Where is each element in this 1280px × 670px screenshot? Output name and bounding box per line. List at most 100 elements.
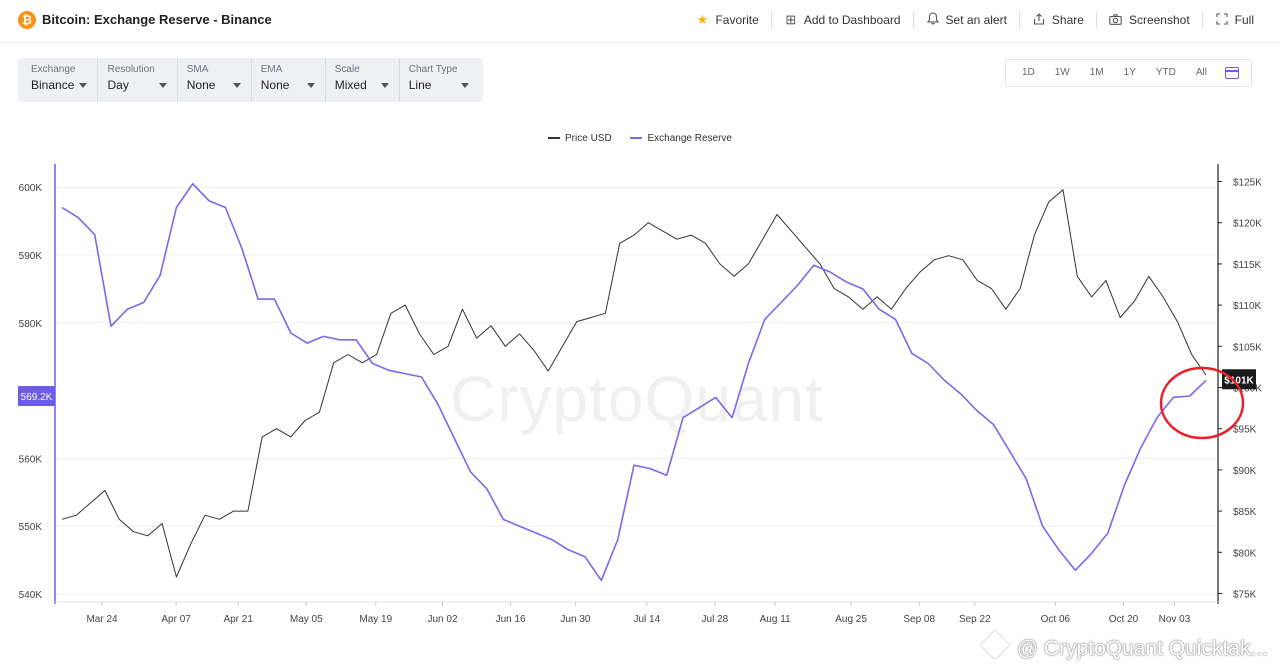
legend-label-reserve: Exchange Reserve	[647, 132, 732, 144]
x-tick-label: May 19	[359, 614, 392, 625]
caret-down-icon	[158, 83, 167, 88]
fullscreen-button[interactable]: Full	[1203, 10, 1266, 30]
y-right-tick-label: $110K	[1233, 301, 1262, 312]
range-ytd-button[interactable]: YTD	[1155, 67, 1176, 78]
caret-down-icon	[306, 83, 315, 88]
x-tick-label: Nov 03	[1159, 614, 1191, 625]
x-tick-label: Jun 02	[427, 614, 457, 625]
resolution-select-value: Day	[107, 78, 129, 92]
range-1w-button[interactable]: 1W	[1054, 67, 1070, 78]
star-icon: ★	[696, 12, 709, 27]
share-button[interactable]: Share	[1020, 10, 1096, 30]
page-title: Bitcoin: Exchange Reserve - Binance	[42, 12, 272, 27]
set-alert-button[interactable]: Set an alert	[914, 10, 1019, 30]
header-actions: ★ Favorite ⊞ Add to Dashboard Set an ale…	[683, 10, 1266, 30]
calendar-icon[interactable]	[1225, 67, 1239, 79]
range-all-button[interactable]: All	[1195, 67, 1207, 78]
y-right-tick-label: $120K	[1233, 219, 1262, 230]
chart-header: ₿ Bitcoin: Exchange Reserve - Binance ★ …	[0, 0, 1280, 43]
legend-item-price[interactable]: Price USD	[548, 133, 612, 144]
resolution-select[interactable]: Resolution Day	[97, 58, 176, 102]
chart-canvas: 540K 550K 560K 580K 590K 600K 569.2K $75K $80K $8…	[18, 164, 1262, 625]
y-right-current-badge	[1222, 369, 1256, 390]
add-to-dashboard-label: Add to Dashboard	[803, 13, 901, 27]
caret-down-icon	[79, 83, 88, 88]
y-left-tick-label: 540K	[19, 590, 43, 601]
legend-swatch-price	[548, 137, 561, 139]
price-usd-line	[61, 189, 1207, 578]
y-right-tick-label: $85K	[1233, 507, 1257, 518]
range-selector: 1D 1W 1M 1Y YTD All	[1004, 59, 1252, 87]
chart-type-select-label: Chart Type	[408, 64, 458, 75]
chart-type-select[interactable]: Chart Type Line	[398, 58, 480, 102]
x-tick-label: May 05	[290, 614, 323, 625]
exchange-reserve-line	[61, 182, 1207, 582]
ema-select-label: EMA	[260, 64, 283, 75]
x-tick-label: Jun 30	[560, 614, 590, 625]
ema-select[interactable]: EMA None	[250, 58, 325, 102]
x-tick-label: Jul 14	[633, 614, 660, 625]
scale-select[interactable]: Scale Mixed	[324, 58, 399, 102]
y-right-tick-label: $125K	[1233, 178, 1262, 189]
divider	[770, 12, 772, 28]
exchange-select-value: Binance	[31, 78, 75, 92]
legend-swatch-reserve	[630, 137, 643, 139]
set-alert-label: Set an alert	[945, 13, 1007, 27]
screenshot-label: Screenshot	[1128, 13, 1190, 27]
bitcoin-logo-icon: ₿	[18, 11, 36, 29]
x-tick-label: Apr 21	[223, 614, 253, 625]
y-right-tick-label: $95K	[1233, 425, 1257, 436]
legend-item-reserve[interactable]: Exchange Reserve	[630, 133, 732, 144]
y-right-tick-label: $115K	[1233, 260, 1262, 271]
add-to-dashboard-button[interactable]: ⊞ Add to Dashboard	[772, 10, 913, 30]
exchange-select[interactable]: Exchange Binance	[22, 58, 97, 102]
caret-down-icon	[232, 83, 241, 88]
y-left-tick-label: 560K	[19, 454, 43, 465]
x-tick-label: Jun 16	[496, 614, 526, 625]
brand-text: @ CryptoQuant Quicktak...	[1016, 637, 1268, 660]
share-icon	[1032, 12, 1046, 28]
favorite-button[interactable]: ★ Favorite	[683, 10, 770, 30]
x-tick-label: Oct 06	[1041, 614, 1071, 625]
chart-legend: Price USD Exchange Reserve	[0, 131, 1280, 144]
ema-select-value: None	[260, 78, 290, 92]
bell-icon	[926, 12, 940, 28]
range-1y-button[interactable]: 1Y	[1123, 67, 1136, 78]
y-left-current-value: 569.2K	[21, 392, 53, 403]
x-tick-label: Apr 07	[161, 614, 191, 625]
legend-label-price: Price USD	[565, 132, 612, 144]
divider	[1095, 12, 1097, 28]
sma-select[interactable]: SMA None	[176, 58, 251, 102]
y-right-current-value: $101K	[1224, 375, 1254, 386]
x-tick-label: Sep 22	[959, 614, 991, 625]
x-tick-label: Aug 11	[760, 614, 791, 625]
y-left-tick-label: 590K	[19, 251, 43, 262]
share-label: Share	[1051, 13, 1084, 27]
caret-down-icon	[461, 83, 470, 88]
x-tick-label: Oct 20	[1109, 614, 1139, 625]
fullscreen-icon	[1215, 12, 1229, 28]
dashboard-add-icon: ⊞	[785, 12, 797, 27]
x-tick-label: Jul 28	[702, 614, 729, 625]
y-left-current-badge	[18, 386, 55, 407]
sma-select-label: SMA	[186, 64, 209, 75]
screenshot-button[interactable]: Screenshot	[1097, 10, 1202, 30]
exchange-select-label: Exchange	[31, 64, 76, 75]
range-1m-button[interactable]: 1M	[1089, 67, 1104, 78]
x-tick-label: Sep 08	[903, 614, 935, 625]
divider	[912, 12, 914, 28]
fullscreen-label: Full	[1234, 13, 1254, 27]
y-right-tick-label: $80K	[1233, 548, 1257, 559]
chart-controls: Exchange Binance Resolution Day SMA None…	[18, 58, 484, 102]
x-tick-label: Mar 24	[86, 614, 118, 625]
y-right-tick-label: $105K	[1233, 342, 1262, 353]
chart-type-select-value: Line	[408, 78, 432, 92]
caret-down-icon	[380, 83, 389, 88]
y-right-tick-label: $90K	[1233, 466, 1257, 477]
sma-select-value: None	[186, 78, 216, 92]
brand-footer: @ CryptoQuant Quicktak...	[980, 630, 1268, 661]
y-left-tick-label: 580K	[19, 319, 43, 330]
divider	[1018, 12, 1020, 28]
scale-select-label: Scale	[334, 64, 360, 75]
range-1d-button[interactable]: 1D	[1021, 67, 1035, 78]
